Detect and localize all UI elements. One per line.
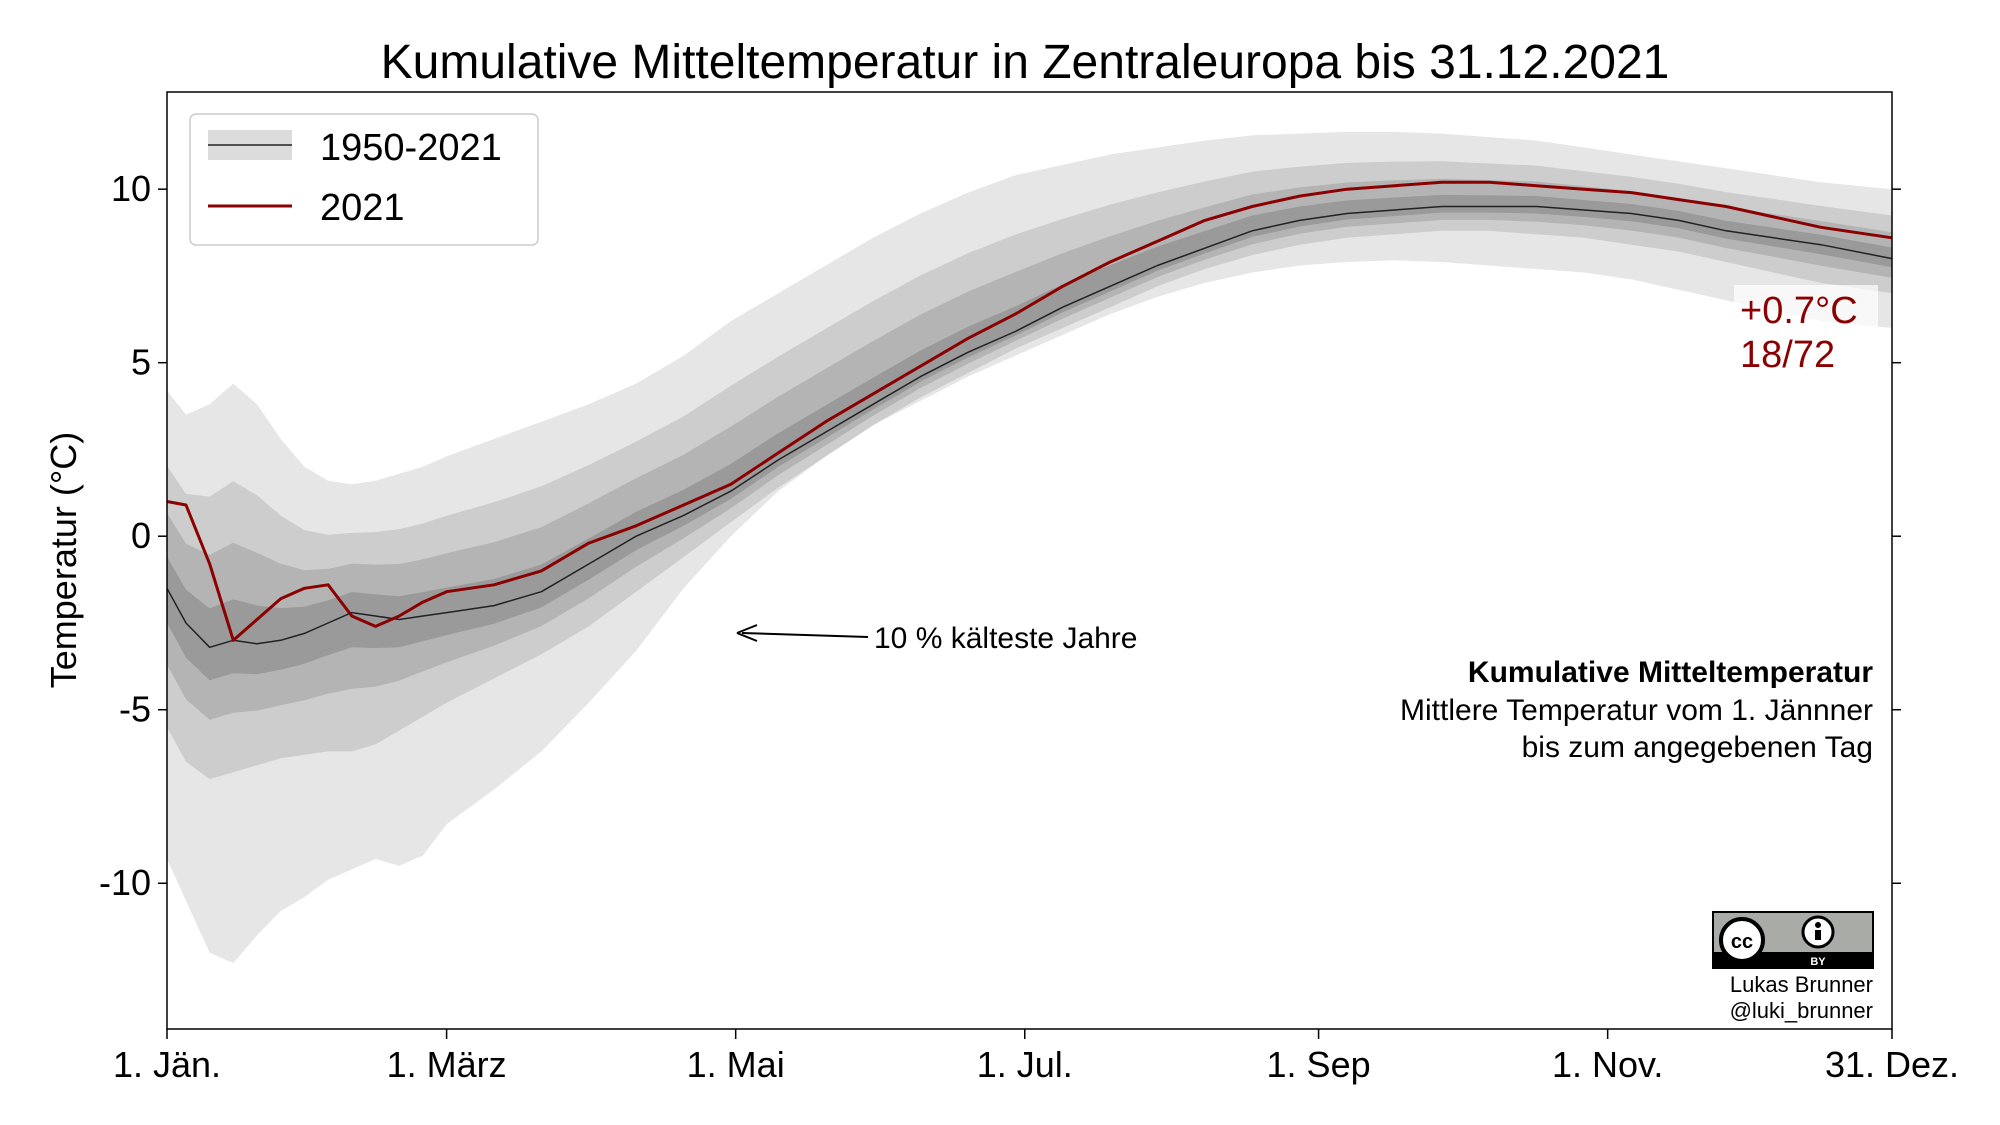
credit-author: Lukas Brunner (1730, 972, 1873, 997)
x-tick-label: 31. Dez. (1825, 1044, 1959, 1085)
description-line-2: bis zum angegebenen Tag (1522, 731, 1873, 764)
cc-by-badge: cc BY Lukas Brunner @luki_brunner (1712, 911, 1874, 1023)
by-person-head (1815, 922, 1821, 928)
x-tick-label: 1. Mai (687, 1044, 785, 1085)
series-line-2021 (166, 180, 1893, 642)
y-tick-label: -5 (119, 689, 151, 730)
plot-frame (166, 91, 1893, 1030)
description-block: Kumulative Mitteltemperatur Mittlere Tem… (1400, 656, 1873, 764)
description-title: Kumulative Mitteltemperatur (1468, 656, 1873, 689)
band-inner (167, 178, 1892, 720)
cc-icon (1719, 917, 1765, 963)
end-value-anomaly: +0.7°C (1740, 290, 1858, 332)
legend-label-1950-2021: 1950-2021 (320, 127, 502, 169)
legend: 1950-2021 2021 (189, 113, 539, 246)
axis-ticks: 10 5 0 -5 -10 1. Jän. 1. März 1. Mai 1. Jul. 1. S… (99, 168, 1959, 1085)
x-tick-label: 1. Nov. (1552, 1044, 1663, 1085)
annotation-coldest-text: 10 % kälteste Jahre (874, 622, 1137, 655)
y-tick-label: 0 (131, 515, 151, 556)
series-line-1950-2021 (166, 205, 1893, 649)
end-value-rank: 18/72 (1740, 334, 1835, 376)
series-lines (166, 180, 1893, 649)
x-tick-label: 1. März (387, 1044, 507, 1085)
x-tick-label: 1. Jän. (113, 1044, 221, 1085)
uncertainty-bands (167, 131, 1892, 964)
x-tick-label: 1. Sep (1267, 1044, 1371, 1085)
legend-label-2021: 2021 (320, 187, 405, 229)
end-value-background (1734, 285, 1878, 333)
cc-icon-glyph: cc (1731, 931, 1753, 953)
coldest-years-annotation: 10 % kälteste Jahre (736, 622, 1137, 655)
annotation-arrow-shaft (741, 632, 869, 638)
y-tick-label: 5 (131, 342, 151, 383)
end-value-label: +0.7°C 18/72 (1734, 285, 1878, 376)
x-tick-label: 1. Jul. (977, 1044, 1073, 1085)
by-label: BY (1810, 956, 1826, 968)
description-line-1: Mittlere Temperatur vom 1. Jännner (1400, 694, 1873, 727)
by-person-body (1815, 930, 1821, 940)
y-axis-label: Temperatur (°C) (43, 432, 84, 688)
y-tick-label: -10 (99, 862, 151, 903)
annotation-arrow-head (736, 624, 758, 642)
y-tick-label: 10 (111, 168, 151, 209)
credit-handle[interactable]: @luki_brunner (1730, 998, 1873, 1023)
chart-title: Kumulative Mitteltemperatur in Zentraleu… (381, 36, 1670, 89)
